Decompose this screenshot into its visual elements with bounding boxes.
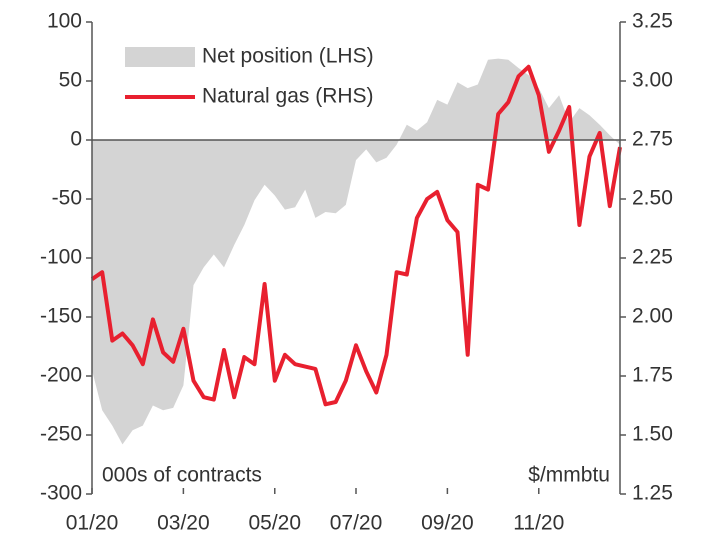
x-tick-label: 05/20 xyxy=(248,512,301,535)
y-tick-label: -150 xyxy=(40,305,82,328)
y2-tick-label: 2.75 xyxy=(632,128,673,151)
y-tick-label: 0 xyxy=(70,128,82,151)
x-tick-label: 03/20 xyxy=(157,512,210,535)
line xyxy=(90,64,622,407)
y2-axis-label: $/mmbtu xyxy=(528,464,610,487)
y-tick-label: -100 xyxy=(40,246,82,269)
y2-tick-label: 1.75 xyxy=(632,364,673,387)
y2-tick-label: 3.00 xyxy=(632,69,673,92)
x-tick-label: 11/20 xyxy=(513,512,564,535)
legend-swatch xyxy=(125,47,195,67)
x-tick-label: 09/20 xyxy=(421,512,474,535)
axes: Net position (LHS) Natural gas (RHS) 100 50… xyxy=(40,10,673,535)
legend-label: Net position (LHS) xyxy=(202,45,374,68)
y-tick-label: -300 xyxy=(40,482,82,505)
x-tick-label: 01/20 xyxy=(66,512,119,535)
legend-label: Natural gas (RHS) xyxy=(202,85,374,108)
y2-tick-label: 1.50 xyxy=(632,423,673,446)
y2-tick-label: 1.25 xyxy=(632,482,673,505)
y2-tick-label: 3.25 xyxy=(632,10,673,33)
y2-tick-label: 2.25 xyxy=(632,246,673,269)
y-tick-label: -200 xyxy=(40,364,82,387)
area xyxy=(92,58,620,445)
y-tick-label: -250 xyxy=(40,423,82,446)
y2-tick-label: 2.50 xyxy=(632,187,673,210)
y-tick-label: 100 xyxy=(47,10,82,33)
plot xyxy=(92,58,620,445)
y2-tick-label: 2.00 xyxy=(632,305,673,328)
y-axis-label: 000s of contracts xyxy=(102,464,262,487)
y-tick-label: -50 xyxy=(52,187,82,210)
x-tick-label: 07/20 xyxy=(330,512,383,535)
y-tick-label: 50 xyxy=(59,69,82,92)
